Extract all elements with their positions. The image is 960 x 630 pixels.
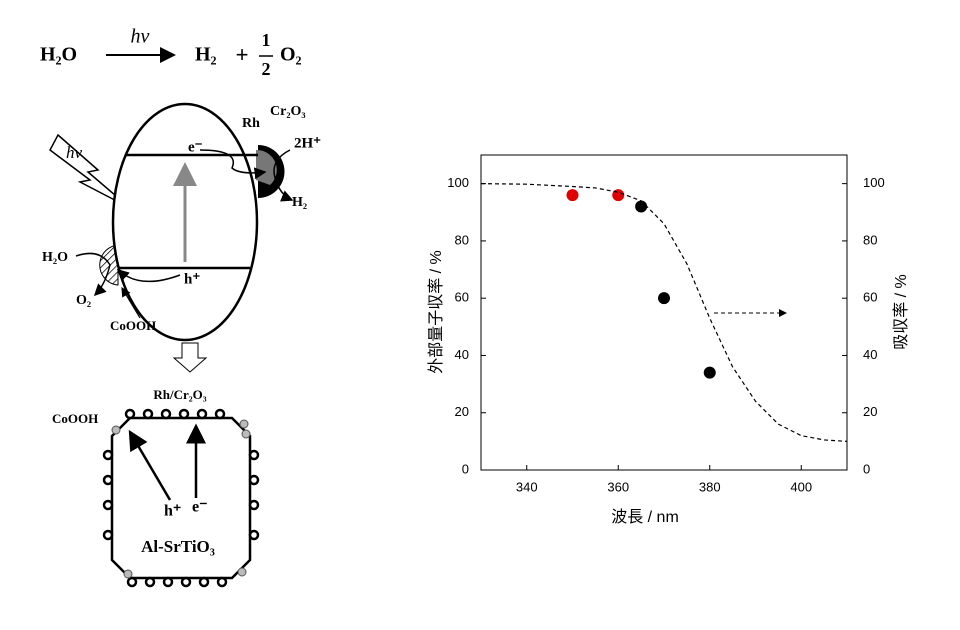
rh-particle [144,576,156,588]
hole: h⁺ [184,271,200,287]
data-line [480,183,848,442]
oxygen: O₂ [76,293,91,308]
y2-tick-label: 100 [863,175,885,190]
electron: e⁻ [192,499,208,516]
rh-particle [248,529,260,541]
rh-particle [216,576,228,588]
x-tick-label: 380 [699,479,721,494]
hole: h⁺ [164,503,181,520]
reactant: H₂O [40,44,77,66]
rh-particle [102,474,114,486]
cr2o3-label: Cr₂O₃ [270,104,306,119]
y2-tick-label: 20 [863,404,877,419]
rh-particle [248,474,260,486]
rh-particle [248,449,260,461]
lightning [49,133,131,209]
cooh-particle [241,429,251,439]
y2-tick-label: 0 [863,461,870,476]
protons: 2H⁺ [294,135,321,151]
hole-arrow [128,429,172,501]
y-tick-label: 80 [455,232,469,247]
rh-cr2o3-label: Rh/Cr₂O₃ [153,387,206,402]
y-tick-label: 0 [462,461,469,476]
rh-particle [180,576,192,588]
hydrogen: H₂ [292,195,307,210]
rh-particle [142,408,154,420]
x-tick-label: 340 [516,479,538,494]
rh-particle [124,408,136,420]
equation: H₂O hν H₂ + 1 2 O₂ [40,26,302,80]
rh-particle [160,408,172,420]
water-path [75,252,111,297]
plot-area [480,154,848,471]
rh-particle [102,449,114,461]
crystal: Rh/Cr₂O₃ CoOOH h⁺ e⁻ Al-SrTiO₃ [52,387,260,588]
rh-particle [198,576,210,588]
y2-tick-label: 40 [863,347,877,362]
water: H₂O [42,250,68,265]
plus: + [236,42,249,67]
y2-tick-label: 80 [863,232,877,247]
data-point [566,189,579,202]
electron-path [199,149,267,180]
rh-particle [196,408,208,420]
x-tick-label: 400 [790,479,812,494]
rh-particle [102,529,114,541]
y-tick-label: 20 [455,404,469,419]
rh-particle [126,576,138,588]
y2-tick-label: 60 [863,290,877,305]
light-label: hν [66,143,83,162]
cooh-particle [111,425,121,435]
hole-path [116,268,181,283]
y-tick-label: 60 [455,290,469,305]
x-axis-title: 波長 / nm [611,508,679,526]
product: H₂ [195,44,217,66]
y-tick-label: 40 [455,347,469,362]
y-axis-title: 外部量子収率 / % [427,250,445,374]
cocatalyst-label: CoOOH [52,411,98,426]
rh-particle [214,408,226,420]
crystal-name: Al-SrTiO₃ [141,537,215,556]
cooh-particle [123,569,133,579]
particle: hν e⁻ h⁺ Rh Cr₂O₃ 2H⁺ H₂ H₂O O₂ CoOOH [42,102,321,342]
cooh-particle [237,567,247,577]
data-point [635,200,648,213]
rh-particle [102,499,114,511]
y2-axis-title: 吸収率 / % [892,274,910,350]
cocatalyst [99,244,119,286]
cocatalyst-label: CoOOH [110,318,156,333]
down-arrow [172,342,208,373]
cocatalyst-pointer [121,286,141,319]
data-point [658,292,670,305]
h2-path [273,149,294,202]
rh-particle [162,576,174,588]
cooh-particle [239,419,249,429]
light-label: hν [131,26,150,48]
y-tick-label: 100 [447,175,469,190]
electron: e⁻ [188,139,203,155]
rh-particle [178,408,190,420]
numerator: 1 [262,30,271,50]
product: O₂ [280,44,302,66]
denominator: 2 [262,59,271,79]
rh-particle [248,499,260,511]
rh-label: Rh [242,116,260,131]
data-point [703,366,716,379]
x-tick-label: 360 [607,479,629,494]
